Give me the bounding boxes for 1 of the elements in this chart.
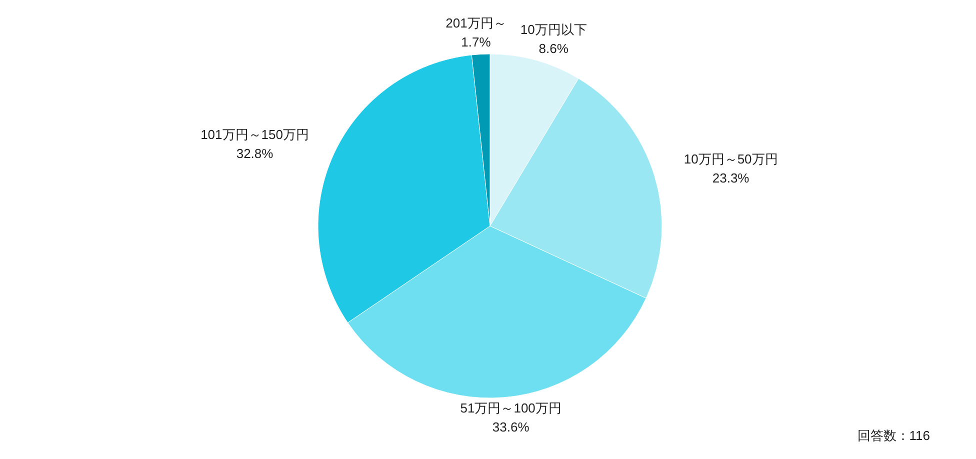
annotation: 回答数：116: [857, 428, 930, 443]
